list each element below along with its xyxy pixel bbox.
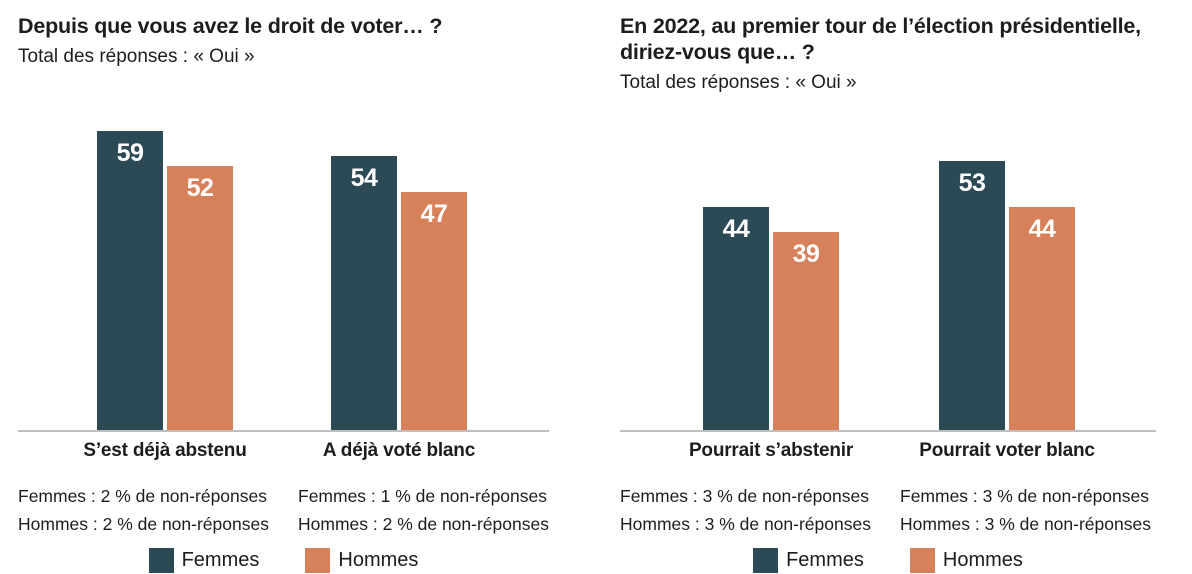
legend-item: Hommes [909,548,1023,573]
legend-label: Femmes [181,549,260,571]
bar-group: 53 44 [939,161,1075,430]
bar-hommes: 44 [1009,207,1075,430]
bar-hommes: 47 [401,192,467,430]
bar-femmes: 54 [331,156,397,430]
legend-label: Hommes [338,549,419,571]
chart-title: En 2022, au premier tour de l’élection p… [620,14,1141,64]
footnote-column: Femmes : 2 % de non-réponses Hommes : 2 %… [18,482,269,538]
footnote-line: Hommes : 2 % de non-réponses [298,514,549,534]
chart-subtitle: Total des réponses : « Oui » [18,46,255,67]
bar-value-label: 44 [722,215,750,243]
footnotes: Femmes : 2 % de non-réponses Hommes : 2 %… [18,482,549,538]
chart-title: Depuis que vous avez le droit de voter… … [18,14,443,38]
category-label: S’est déjà abstenu [83,440,247,461]
footnote-line: Femmes : 3 % de non-réponses [900,486,1150,506]
bar-value-label: 59 [116,139,144,167]
legend-swatch-hommes [305,548,331,573]
bar-femmes: 53 [939,161,1005,430]
footnote-line: Hommes : 3 % de non-réponses [620,514,871,534]
bar-hommes: 39 [773,232,839,430]
legend: Femmes Hommes [18,548,549,573]
bar-value-label: 39 [792,240,820,268]
footnote-line: Femmes : 3 % de non-réponses [620,486,870,506]
footnote-column: Femmes : 3 % de non-réponses Hommes : 3 %… [620,482,871,538]
bar-femmes: 59 [97,131,163,430]
chart-right: En 2022, au premier tour de l’élection p… [596,0,1192,574]
footnotes: Femmes : 3 % de non-réponses Hommes : 3 %… [620,482,1156,538]
category-axis: S’est déjà abstenu A déjà voté blanc [18,440,549,468]
bar-group: 44 39 [703,207,839,430]
plot-area: 59 52 54 47 [18,120,549,432]
category-label: Pourrait s’abstenir [688,440,854,461]
bar-femmes: 44 [703,207,769,430]
legend-swatch-femmes [753,548,779,573]
bar-value-label: 54 [350,164,378,192]
bar-value-label: 47 [420,200,448,228]
bar-group: 59 52 [97,131,233,430]
category-label: A déjà voté blanc [322,440,476,461]
legend-label: Hommes [942,549,1023,571]
legend: Femmes Hommes [620,548,1156,573]
category-axis: Pourrait s’abstenir Pourrait voter blanc [620,440,1156,468]
legend-item: Femmes [753,548,864,573]
footnote-column: Femmes : 3 % de non-réponses Hommes : 3 %… [900,482,1151,538]
footnote-line: Femmes : 2 % de non-réponses [18,486,268,506]
bar-value-label: 44 [1028,215,1056,243]
legend-item: Hommes [305,548,418,573]
footnote-line: Hommes : 2 % de non-réponses [18,514,269,534]
legend-swatch-femmes [148,548,174,573]
footnote-column: Femmes : 1 % de non-réponses Hommes : 2 %… [298,482,549,538]
chart-right-header: En 2022, au premier tour de l’élection p… [596,0,1192,120]
bar-group: 54 47 [331,156,467,430]
chart-left-header: Depuis que vous avez le droit de voter… … [0,0,596,120]
bar-hommes: 52 [167,166,233,430]
legend-label: Femmes [786,549,864,571]
legend-swatch-hommes [909,548,935,573]
category-label: Pourrait voter blanc [919,440,1095,461]
legend-item: Femmes [148,548,260,573]
bar-value-label: 52 [186,174,214,202]
chart-left: Depuis que vous avez le droit de voter… … [0,0,596,573]
chart-subtitle: Total des réponses : « Oui » [620,72,857,93]
footnote-line: Femmes : 1 % de non-réponses [298,486,548,506]
bar-value-label: 53 [958,169,986,197]
plot-area: 44 39 53 44 [620,120,1156,432]
footnote-line: Hommes : 3 % de non-réponses [900,514,1151,534]
